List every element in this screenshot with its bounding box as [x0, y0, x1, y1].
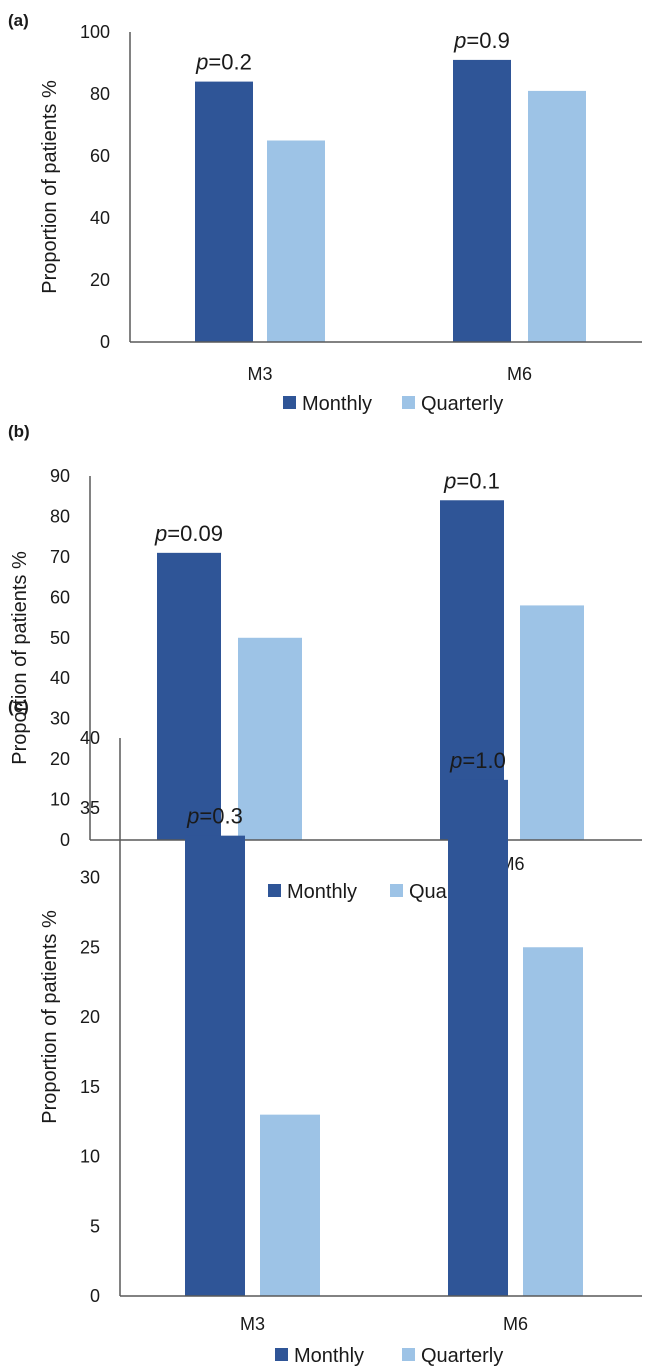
bar-quarterly-m3	[267, 140, 325, 342]
p-symbol: p	[195, 50, 208, 75]
y-tick-label: 90	[50, 466, 70, 486]
y-tick-label: 20	[50, 749, 70, 769]
p-value: =1.0	[462, 748, 505, 773]
y-tick-label: 80	[90, 84, 110, 104]
p-value: =0.3	[199, 804, 242, 829]
y-tick-label: 30	[50, 709, 70, 729]
y-tick-label: 40	[50, 668, 70, 688]
y-tick-label: 50	[50, 628, 70, 648]
x-category-label: M6	[507, 364, 532, 384]
bar-quarterly-m6	[528, 90, 586, 343]
p-symbol: p	[453, 28, 466, 53]
y-axis-title: Proportion of patients %	[39, 80, 61, 294]
p-value: =0.09	[167, 521, 223, 546]
bar-monthly-m3	[185, 835, 245, 1296]
y-tick-label: 0	[60, 830, 70, 850]
bar-quarterly-m6	[520, 605, 584, 840]
panel-label: (a)	[8, 11, 29, 30]
y-axis-title: Proportion of patients %	[9, 551, 31, 765]
p-value-label: p=0.3	[186, 804, 243, 829]
x-category-label: M6	[503, 1314, 528, 1334]
y-tick-label: 15	[80, 1077, 100, 1097]
y-tick-label: 40	[90, 208, 110, 228]
p-value-label: p=1.0	[449, 748, 506, 773]
x-category-label: M3	[240, 1314, 265, 1334]
y-tick-label: 10	[50, 790, 70, 810]
p-value-label: p=0.9	[453, 28, 510, 53]
legend-label: Quarterly	[421, 1345, 503, 1367]
y-tick-label: 60	[50, 587, 70, 607]
y-tick-label: 70	[50, 547, 70, 567]
y-tick-label: 35	[80, 798, 100, 818]
y-tick-label: 30	[80, 868, 100, 888]
legend-swatch-monthly	[275, 1348, 288, 1361]
bar-monthly-m3	[195, 81, 253, 342]
y-tick-label: 40	[80, 728, 100, 748]
legend-swatch-monthly	[283, 396, 296, 409]
bar-monthly-m6	[448, 779, 508, 1296]
legend-label: Monthly	[287, 881, 357, 903]
p-symbol: p	[449, 748, 462, 773]
legend: Monthly Quarterly	[275, 1345, 503, 1367]
y-tick-label: 5	[90, 1216, 100, 1236]
chart-panel-2: (b) Proportion of patients % 0 10 20 30 40 50 60…	[8, 422, 642, 903]
p-symbol: p	[443, 468, 456, 493]
y-tick-label: 80	[50, 506, 70, 526]
legend-label: Monthly	[294, 1345, 364, 1367]
y-tick-label: 0	[90, 1286, 100, 1306]
chart-panel-3: (c) Proportion of patients % 0 5 10 15 20 25 30 3…	[8, 697, 642, 1367]
y-tick-label: 60	[90, 146, 110, 166]
p-value-label: p=0.09	[154, 521, 223, 546]
y-tick-label: 0	[100, 332, 110, 352]
y-tick-label: 25	[80, 937, 100, 957]
p-value-label: p=0.1	[443, 468, 500, 493]
y-tick-label: 10	[80, 1147, 100, 1167]
legend-label: Monthly	[302, 393, 372, 415]
legend-label: Quarterly	[421, 393, 503, 415]
legend-swatch-monthly	[268, 884, 281, 897]
y-axis-title: Proportion of patients %	[39, 910, 61, 1124]
p-value: =0.9	[466, 28, 509, 53]
y-tick-label: 100	[80, 22, 110, 42]
y-tick-label: 20	[80, 1007, 100, 1027]
bar-monthly-m3	[157, 552, 221, 840]
p-value: =0.2	[208, 50, 251, 75]
p-symbol: p	[154, 521, 167, 546]
legend-swatch-quarterly	[390, 884, 403, 897]
y-tick-label: 20	[90, 270, 110, 290]
chart-panel-1: (a) Proportion of patients % 0 20 40 60 80 100 p…	[8, 11, 642, 415]
legend: Monthly Quarterly	[283, 393, 503, 415]
bar-quarterly-m3	[238, 637, 302, 840]
x-category-label: M3	[247, 364, 272, 384]
legend-swatch-quarterly	[402, 396, 415, 409]
legend-swatch-quarterly	[402, 1348, 415, 1361]
bar-quarterly-m3	[260, 1114, 320, 1296]
panel-label: (c)	[8, 697, 29, 716]
p-symbol: p	[186, 804, 199, 829]
p-value: =0.1	[456, 468, 499, 493]
bar-quarterly-m6	[523, 947, 583, 1296]
panel-label: (b)	[8, 422, 30, 441]
bar-monthly-m6	[453, 59, 511, 343]
p-value-label: p=0.2	[195, 50, 252, 75]
